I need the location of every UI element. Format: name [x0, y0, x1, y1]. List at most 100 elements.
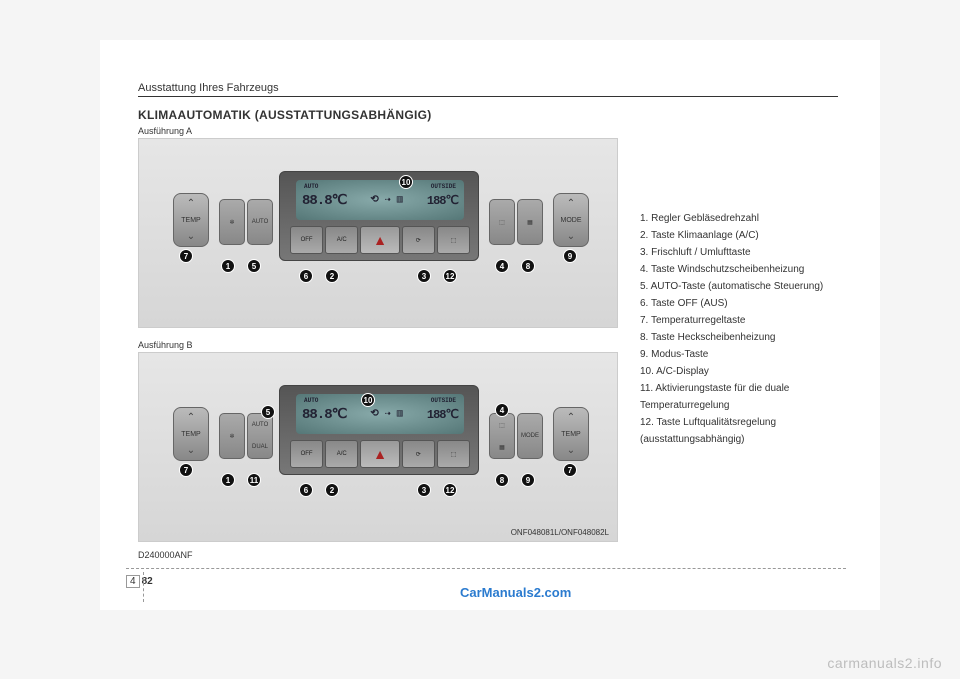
figure-b: TEMP ✲ AUTO DUAL AUTO OUTSIDE 88.8℃ ⟲ ⇢ … — [138, 352, 618, 542]
lcd-auto: AUTO — [304, 183, 318, 190]
callout-4: 4 — [495, 403, 509, 417]
mode-label: MODE — [561, 217, 582, 224]
callout-3: 3 — [417, 269, 431, 283]
callout-10: 10 — [399, 175, 413, 189]
section-header: Ausstattung Ihres Fahrzeugs — [138, 82, 838, 97]
callout-5: 5 — [247, 259, 261, 273]
aq-button[interactable]: ⬚ — [437, 226, 470, 254]
rear-defrost-button[interactable]: ▦ — [517, 199, 543, 245]
legend-item: 9. Modus-Taste — [640, 346, 860, 363]
watermark-carmanuals-info: carmanuals2.info — [827, 655, 942, 671]
dual-label: DUAL — [252, 444, 268, 450]
temp-label: TEMP — [181, 431, 200, 438]
legend-item: 4. Taste Windschutzscheibenheizung — [640, 261, 860, 278]
legend-item: 11. Aktivierungstaste für die duale Temp… — [640, 380, 860, 414]
callout-7: 7 — [179, 463, 193, 477]
ac-button-b[interactable]: A/C — [325, 440, 358, 468]
fan-icon: ✲ — [229, 433, 234, 440]
lcd-temp-right: 188℃ — [427, 407, 458, 422]
callout-2: 2 — [325, 269, 339, 283]
lcd-mid-icons: ⟲ ⇢ ▥ — [370, 194, 402, 206]
temp-label: TEMP — [181, 217, 200, 224]
callout-3: 3 — [417, 483, 431, 497]
hazard-button[interactable]: ▲ — [360, 226, 399, 254]
mode-rocker[interactable]: MODE — [553, 193, 589, 247]
callout-8: 8 — [495, 473, 509, 487]
legend-list: 1. Regler Gebläsedrehzahl 2. Taste Klima… — [640, 210, 860, 448]
lcd-auto: AUTO — [304, 397, 318, 404]
callout-5: 5 — [261, 405, 275, 419]
variant-a-label: Ausführung A — [138, 126, 192, 136]
ac-display: AUTO OUTSIDE 88.8℃ ⟲ ⇢ ▥ 188℃ — [296, 180, 464, 220]
fan-icon: ✲ — [229, 219, 234, 226]
center-panel-b: AUTO OUTSIDE 88.8℃ ⟲ ⇢ ▥ 188℃ OFF A/C ▲ … — [279, 385, 479, 475]
callout-8: 8 — [521, 259, 535, 273]
temp-rocker-right-b[interactable]: TEMP — [553, 407, 589, 461]
doc-code: D240000ANF — [138, 550, 193, 560]
manual-page: Ausstattung Ihres Fahrzeugs KLIMAAUTOMAT… — [100, 40, 880, 610]
lcd-outside: OUTSIDE — [431, 183, 456, 190]
callout-12: 12 — [443, 483, 457, 497]
front-defrost-icon: ⬚ — [499, 422, 505, 429]
lcd-temp-left: 88.8℃ — [302, 192, 346, 209]
temp-label: TEMP — [561, 431, 580, 438]
rear-defrost-icon: ▦ — [499, 444, 505, 451]
mode-button-b[interactable]: MODE — [517, 413, 543, 459]
recirc-button-b[interactable]: ⟳ — [402, 440, 435, 468]
lcd-mid-icons: ⟲ ⇢ ▥ — [370, 408, 402, 420]
watermark-carmanuals2: CarManuals2.com — [460, 585, 571, 600]
auto-button[interactable]: AUTO — [247, 199, 273, 245]
callout-10: 10 — [361, 393, 375, 407]
temp-rocker-left[interactable]: TEMP — [173, 193, 209, 247]
fan-rocker-b[interactable]: ✲ — [219, 413, 245, 459]
auto-dual-button[interactable]: AUTO DUAL — [247, 413, 273, 459]
fan-rocker[interactable]: ✲ — [219, 199, 245, 245]
lcd-temp-left: 88.8℃ — [302, 406, 346, 423]
page-section-number: 4 — [126, 575, 140, 588]
legend-item: 5. AUTO-Taste (automatische Steuerung) — [640, 278, 860, 295]
callout-1: 1 — [221, 259, 235, 273]
legend-item: 3. Frischluft / Umlufttaste — [640, 244, 860, 261]
center-button-row-b: OFF A/C ▲ ⟳ ⬚ — [290, 440, 470, 468]
callout-6: 6 — [299, 483, 313, 497]
legend-item: 7. Temperaturregeltaste — [640, 312, 860, 329]
page-title: KLIMAAUTOMATIK (AUSSTATTUNGSABHÄNGIG) — [138, 108, 432, 122]
lcd-temp-right: 188℃ — [427, 193, 458, 208]
ac-display-b: AUTO OUTSIDE 88.8℃ ⟲ ⇢ ▥ 188℃ — [296, 394, 464, 434]
lcd-outside: OUTSIDE — [431, 397, 456, 404]
legend-item: 12. Taste Luftqualitätsregelung (ausstat… — [640, 414, 860, 448]
center-button-row: OFF A/C ▲ ⟳ ⬚ — [290, 226, 470, 254]
mode-label: MODE — [521, 433, 539, 439]
callout-7: 7 — [563, 463, 577, 477]
callout-2: 2 — [325, 483, 339, 497]
temp-rocker-left-b[interactable]: TEMP — [173, 407, 209, 461]
aq-button-b[interactable]: ⬚ — [437, 440, 470, 468]
callout-9: 9 — [563, 249, 577, 263]
figure-a: TEMP ✲ AUTO AUTO OUTSIDE 88.8℃ ⟲ ⇢ ▥ 188… — [138, 138, 618, 328]
defrost-mode-button[interactable]: ⬚ ▦ — [489, 413, 515, 459]
hazard-button-b[interactable]: ▲ — [360, 440, 399, 468]
legend-item: 10. A/C-Display — [640, 363, 860, 380]
callout-6: 6 — [299, 269, 313, 283]
off-button-b[interactable]: OFF — [290, 440, 323, 468]
callout-12: 12 — [443, 269, 457, 283]
legend-item: 6. Taste OFF (AUS) — [640, 295, 860, 312]
auto-label: AUTO — [252, 219, 269, 225]
callout-4: 4 — [495, 259, 509, 273]
ac-button[interactable]: A/C — [325, 226, 358, 254]
recirc-button[interactable]: ⟳ — [402, 226, 435, 254]
callout-11: 11 — [247, 473, 261, 487]
legend-item: 1. Regler Gebläsedrehzahl — [640, 210, 860, 227]
front-defrost-icon: ⬚ — [499, 219, 505, 226]
footer-dash — [143, 572, 144, 602]
callout-9: 9 — [521, 473, 535, 487]
legend-item: 8. Taste Heckscheibenheizung — [640, 329, 860, 346]
off-button[interactable]: OFF — [290, 226, 323, 254]
legend-item: 2. Taste Klimaanlage (A/C) — [640, 227, 860, 244]
callout-7: 7 — [179, 249, 193, 263]
front-defrost-button[interactable]: ⬚ — [489, 199, 515, 245]
center-panel: AUTO OUTSIDE 88.8℃ ⟲ ⇢ ▥ 188℃ OFF A/C ▲ … — [279, 171, 479, 261]
rear-defrost-icon: ▦ — [527, 219, 533, 226]
callout-1: 1 — [221, 473, 235, 487]
variant-b-label: Ausführung B — [138, 340, 193, 350]
